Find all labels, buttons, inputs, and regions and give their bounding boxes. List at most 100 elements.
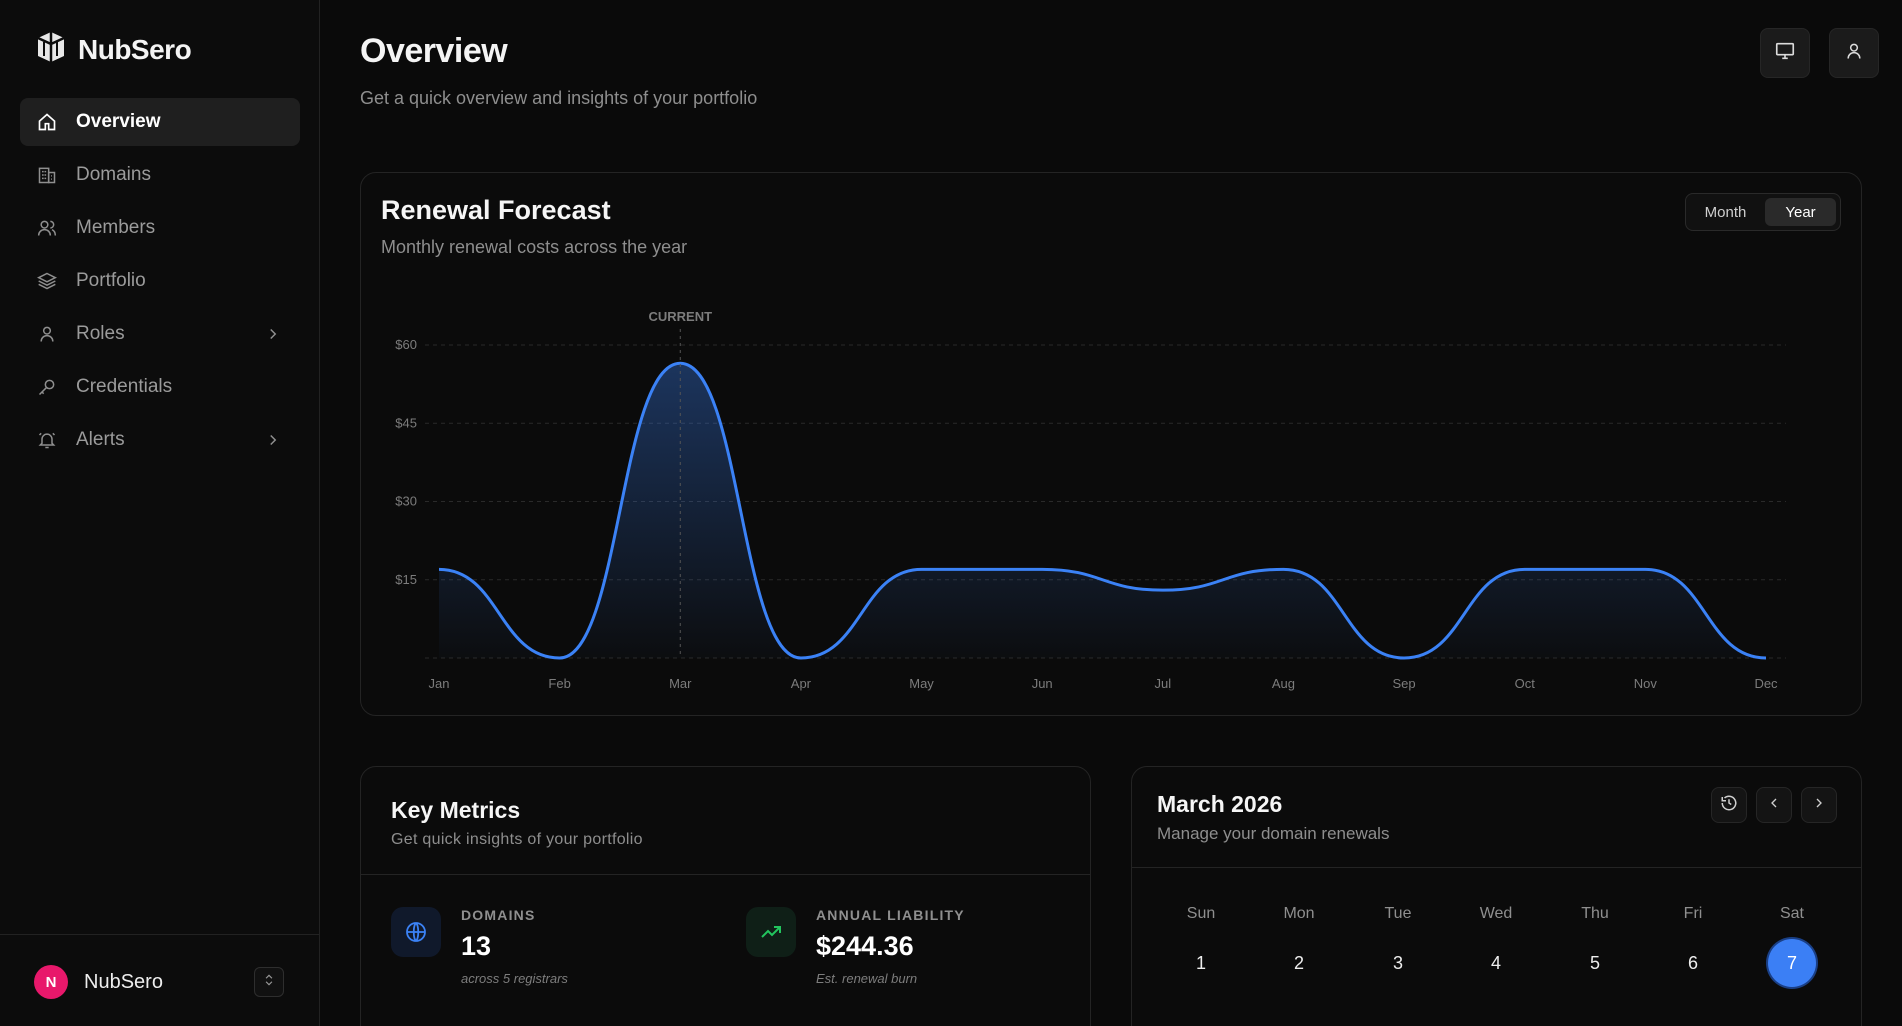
sidebar-item-portfolio[interactable]: Portfolio	[20, 257, 300, 305]
page-title: Overview	[360, 32, 508, 70]
x-tick-label: Jan	[429, 676, 450, 691]
weekday-label: Fri	[1683, 905, 1703, 922]
weekday-label: Wed	[1479, 905, 1513, 922]
calendar-day[interactable]: 1	[1195, 952, 1206, 973]
users-icon	[36, 217, 58, 239]
calendar-day[interactable]: 2	[1293, 952, 1304, 973]
trending-up-icon	[746, 907, 796, 957]
sidebar-nav: Overview Domains Members Portfolio Roles	[20, 98, 300, 469]
calendar-card: March 2026 Manage your domain renewals S…	[1131, 766, 1862, 1026]
x-tick-label: Apr	[791, 676, 812, 691]
account-switcher[interactable]: N NubSero	[0, 934, 320, 1026]
account-name: NubSero	[84, 971, 163, 993]
chevron-left-icon	[1766, 795, 1782, 816]
sidebar-item-label: Members	[76, 217, 156, 238]
x-tick-label: Jul	[1155, 676, 1172, 691]
sidebar-item-domains[interactable]: Domains	[20, 151, 300, 199]
switcher-button[interactable]	[254, 967, 284, 997]
metric-label: ANNUAL LIABILITY	[816, 907, 965, 923]
renewal-forecast-chart: $15 $30 $45 $60 CURRENT Jan Feb Mar Apr May Jun Jul…	[395, 309, 1786, 691]
history-icon	[1720, 794, 1738, 817]
metrics-title: Key Metrics	[391, 797, 521, 823]
period-toggle: Month Year	[1685, 193, 1841, 231]
globe-icon	[391, 907, 441, 957]
y-tick-label: $30	[395, 494, 417, 509]
sidebar: NubSero Overview Domains Members Portfol…	[0, 0, 320, 1026]
toggle-month[interactable]: Month	[1704, 203, 1747, 221]
sidebar-item-label: Portfolio	[76, 270, 146, 291]
calendar-subtitle: Manage your domain renewals	[1157, 824, 1390, 843]
metric-label: DOMAINS	[461, 907, 536, 923]
chevron-right-icon	[1811, 795, 1827, 816]
avatar: N	[34, 965, 68, 999]
main-content: Overview Get a quick overview and insigh…	[320, 0, 1902, 1026]
sidebar-item-roles[interactable]: Roles	[20, 310, 300, 358]
weekday-label: Mon	[1283, 905, 1315, 922]
y-tick-label: $60	[395, 337, 417, 352]
brand-name: NubSero	[78, 33, 192, 65]
profile-button[interactable]	[1829, 28, 1879, 78]
x-tick-label: Aug	[1272, 676, 1295, 691]
calendar-day[interactable]: 5	[1589, 952, 1600, 973]
series-line	[438, 361, 1767, 660]
sidebar-item-label: Credentials	[76, 376, 173, 397]
sidebar-item-alerts[interactable]: Alerts	[20, 416, 300, 464]
x-tick-label: Oct	[1515, 676, 1536, 691]
history-button[interactable]	[1711, 787, 1747, 823]
y-tick-label: $45	[395, 415, 417, 430]
display-button[interactable]	[1760, 28, 1810, 78]
toggle-year[interactable]: Year	[1765, 198, 1836, 226]
x-tick-label: Jun	[1032, 676, 1053, 691]
forecast-subtitle: Monthly renewal costs across the year	[381, 237, 688, 257]
metric-value: $244.36	[816, 931, 914, 961]
metrics-subtitle: Get quick insights of your portfolio	[391, 831, 643, 848]
weekday-label: Thu	[1581, 905, 1609, 922]
sidebar-item-label: Domains	[76, 164, 151, 185]
sidebar-item-label: Roles	[76, 323, 125, 344]
x-tick-label: Sep	[1393, 676, 1416, 691]
forecast-title: Renewal Forecast	[381, 195, 611, 225]
x-tick-label: Nov	[1634, 676, 1658, 691]
next-month-button[interactable]	[1801, 787, 1837, 823]
x-tick-label: May	[909, 676, 934, 691]
x-tick-label: Dec	[1754, 676, 1778, 691]
chevron-right-icon	[264, 431, 282, 449]
calendar-day[interactable]: 3	[1392, 952, 1403, 973]
metric-value: 13	[461, 931, 492, 961]
weekday-label: Tue	[1384, 905, 1412, 922]
weekday-label: Sun	[1186, 905, 1216, 922]
page-subtitle: Get a quick overview and insights of you…	[360, 88, 758, 108]
weekday-label: Sat	[1779, 905, 1804, 922]
sidebar-item-credentials[interactable]: Credentials	[20, 363, 300, 411]
sidebar-item-members[interactable]: Members	[20, 204, 300, 252]
bell-icon	[36, 429, 58, 451]
logo-icon	[36, 30, 66, 69]
x-tick-label: Mar	[669, 676, 692, 691]
user-icon	[1844, 41, 1864, 66]
key-metrics-card: Key Metrics Get quick insights of your p…	[360, 766, 1091, 1026]
divider	[1132, 867, 1861, 868]
calendar-day[interactable]: 6	[1687, 952, 1698, 973]
current-annotation: CURRENT	[648, 309, 712, 324]
sidebar-item-label: Alerts	[76, 429, 125, 450]
metric-note: across 5 registrars	[461, 971, 568, 986]
building-icon	[36, 164, 58, 186]
x-tick-label: Feb	[548, 676, 570, 691]
sidebar-item-label: Overview	[76, 111, 161, 132]
series-area	[439, 363, 1766, 658]
calendar-day-selected[interactable]: 7	[1768, 939, 1816, 987]
calendar-day[interactable]: 4	[1490, 952, 1501, 973]
y-tick-label: $15	[395, 572, 417, 587]
layers-icon	[36, 270, 58, 292]
divider	[361, 874, 1090, 875]
monitor-icon	[1774, 40, 1796, 67]
prev-month-button[interactable]	[1756, 787, 1792, 823]
sidebar-item-overview[interactable]: Overview	[20, 98, 300, 146]
user-icon	[36, 323, 58, 345]
metric-note: Est. renewal burn	[816, 971, 918, 986]
key-icon	[36, 376, 58, 398]
chevron-right-icon	[264, 325, 282, 343]
brand[interactable]: NubSero	[36, 30, 192, 69]
chevrons-up-down-icon	[262, 972, 276, 993]
home-icon	[36, 111, 58, 133]
